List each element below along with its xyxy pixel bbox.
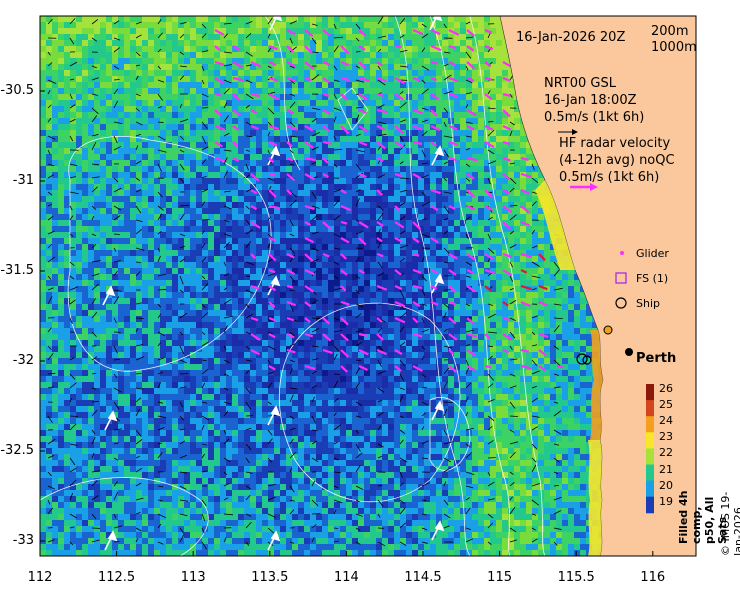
x-tick-label: 115 — [487, 570, 513, 585]
colorbar-tick: 19 — [659, 494, 673, 508]
colorbar-swatch — [646, 416, 654, 433]
x-tick-label: 112.5 — [97, 570, 136, 585]
radar-label-1: HF radar velocity — [559, 136, 671, 151]
y-tick-label: -31.5 — [0, 263, 34, 278]
credit-text: © IMOS 19-Jan-2026 15:46 Hobart; Tscale=… — [719, 491, 740, 556]
coastal-warm-water — [535, 180, 603, 556]
y-tick-label: -32 — [12, 353, 34, 368]
white-current-arrows — [102, 16, 445, 551]
colorbar-swatch — [646, 448, 654, 465]
colorbar-tick: 26 — [659, 382, 673, 395]
legend-fs: FS (1) — [636, 272, 669, 285]
ship-marker — [615, 297, 627, 309]
legend-ship: Ship — [636, 297, 660, 310]
radar-label-3: 0.5m/s (1kt 6h) — [559, 170, 660, 185]
fs-marker — [615, 272, 627, 284]
x-tick-label: 112 — [27, 570, 53, 585]
colorbar-swatch — [646, 464, 654, 482]
y-tick-label: -33 — [12, 533, 34, 548]
colorbar-tick: 23 — [659, 430, 673, 444]
glider-marker — [620, 251, 624, 255]
date-label: 16-Jan-2026 20Z — [516, 30, 626, 45]
colorbar-tick: 25 — [659, 398, 673, 412]
city-label-perth: Perth — [636, 351, 677, 366]
colorbar-tick: 20 — [659, 478, 673, 492]
legend-glider: Glider — [636, 247, 669, 260]
x-tick-label: 116 — [640, 570, 666, 585]
colorbar-tick: 24 — [659, 414, 673, 428]
colorbar-swatch — [646, 400, 654, 417]
x-tick-label: 115.5 — [557, 570, 595, 585]
x-tick-label: 114 — [333, 570, 359, 585]
model-label-1: NRT00 GSL — [544, 76, 616, 91]
hf-radar-arrows — [214, 28, 564, 373]
colorbar-tick: 22 — [659, 446, 673, 460]
colorbar-swatch — [646, 480, 654, 498]
isobath-1000m: 1000m — [651, 40, 697, 55]
colorbar-tick: 21 — [659, 462, 673, 476]
x-tick-label: 113.5 — [251, 570, 289, 585]
colorbar — [646, 384, 654, 514]
model-label-3: 0.5m/s (1kt 6h) — [544, 110, 645, 125]
perth-dot — [625, 348, 633, 356]
y-tick-label: -32.5 — [0, 443, 34, 458]
isobath-contours — [40, 16, 546, 556]
radar-label-2: (4-12h avg) noQC — [559, 153, 675, 168]
plot-frame — [39, 15, 697, 557]
colorbar-swatch — [646, 432, 654, 449]
x-tick-label: 113 — [180, 570, 206, 585]
x-tick-label: 114.5 — [404, 570, 442, 585]
y-tick-label: -30.5 — [0, 83, 34, 98]
colorbar-swatch — [646, 384, 654, 401]
y-tick-label: -31 — [12, 173, 34, 188]
model-label-2: 16-Jan 18:00Z — [544, 93, 637, 108]
colorbar-swatch — [646, 496, 654, 514]
isobath-200m: 200m — [651, 24, 689, 39]
